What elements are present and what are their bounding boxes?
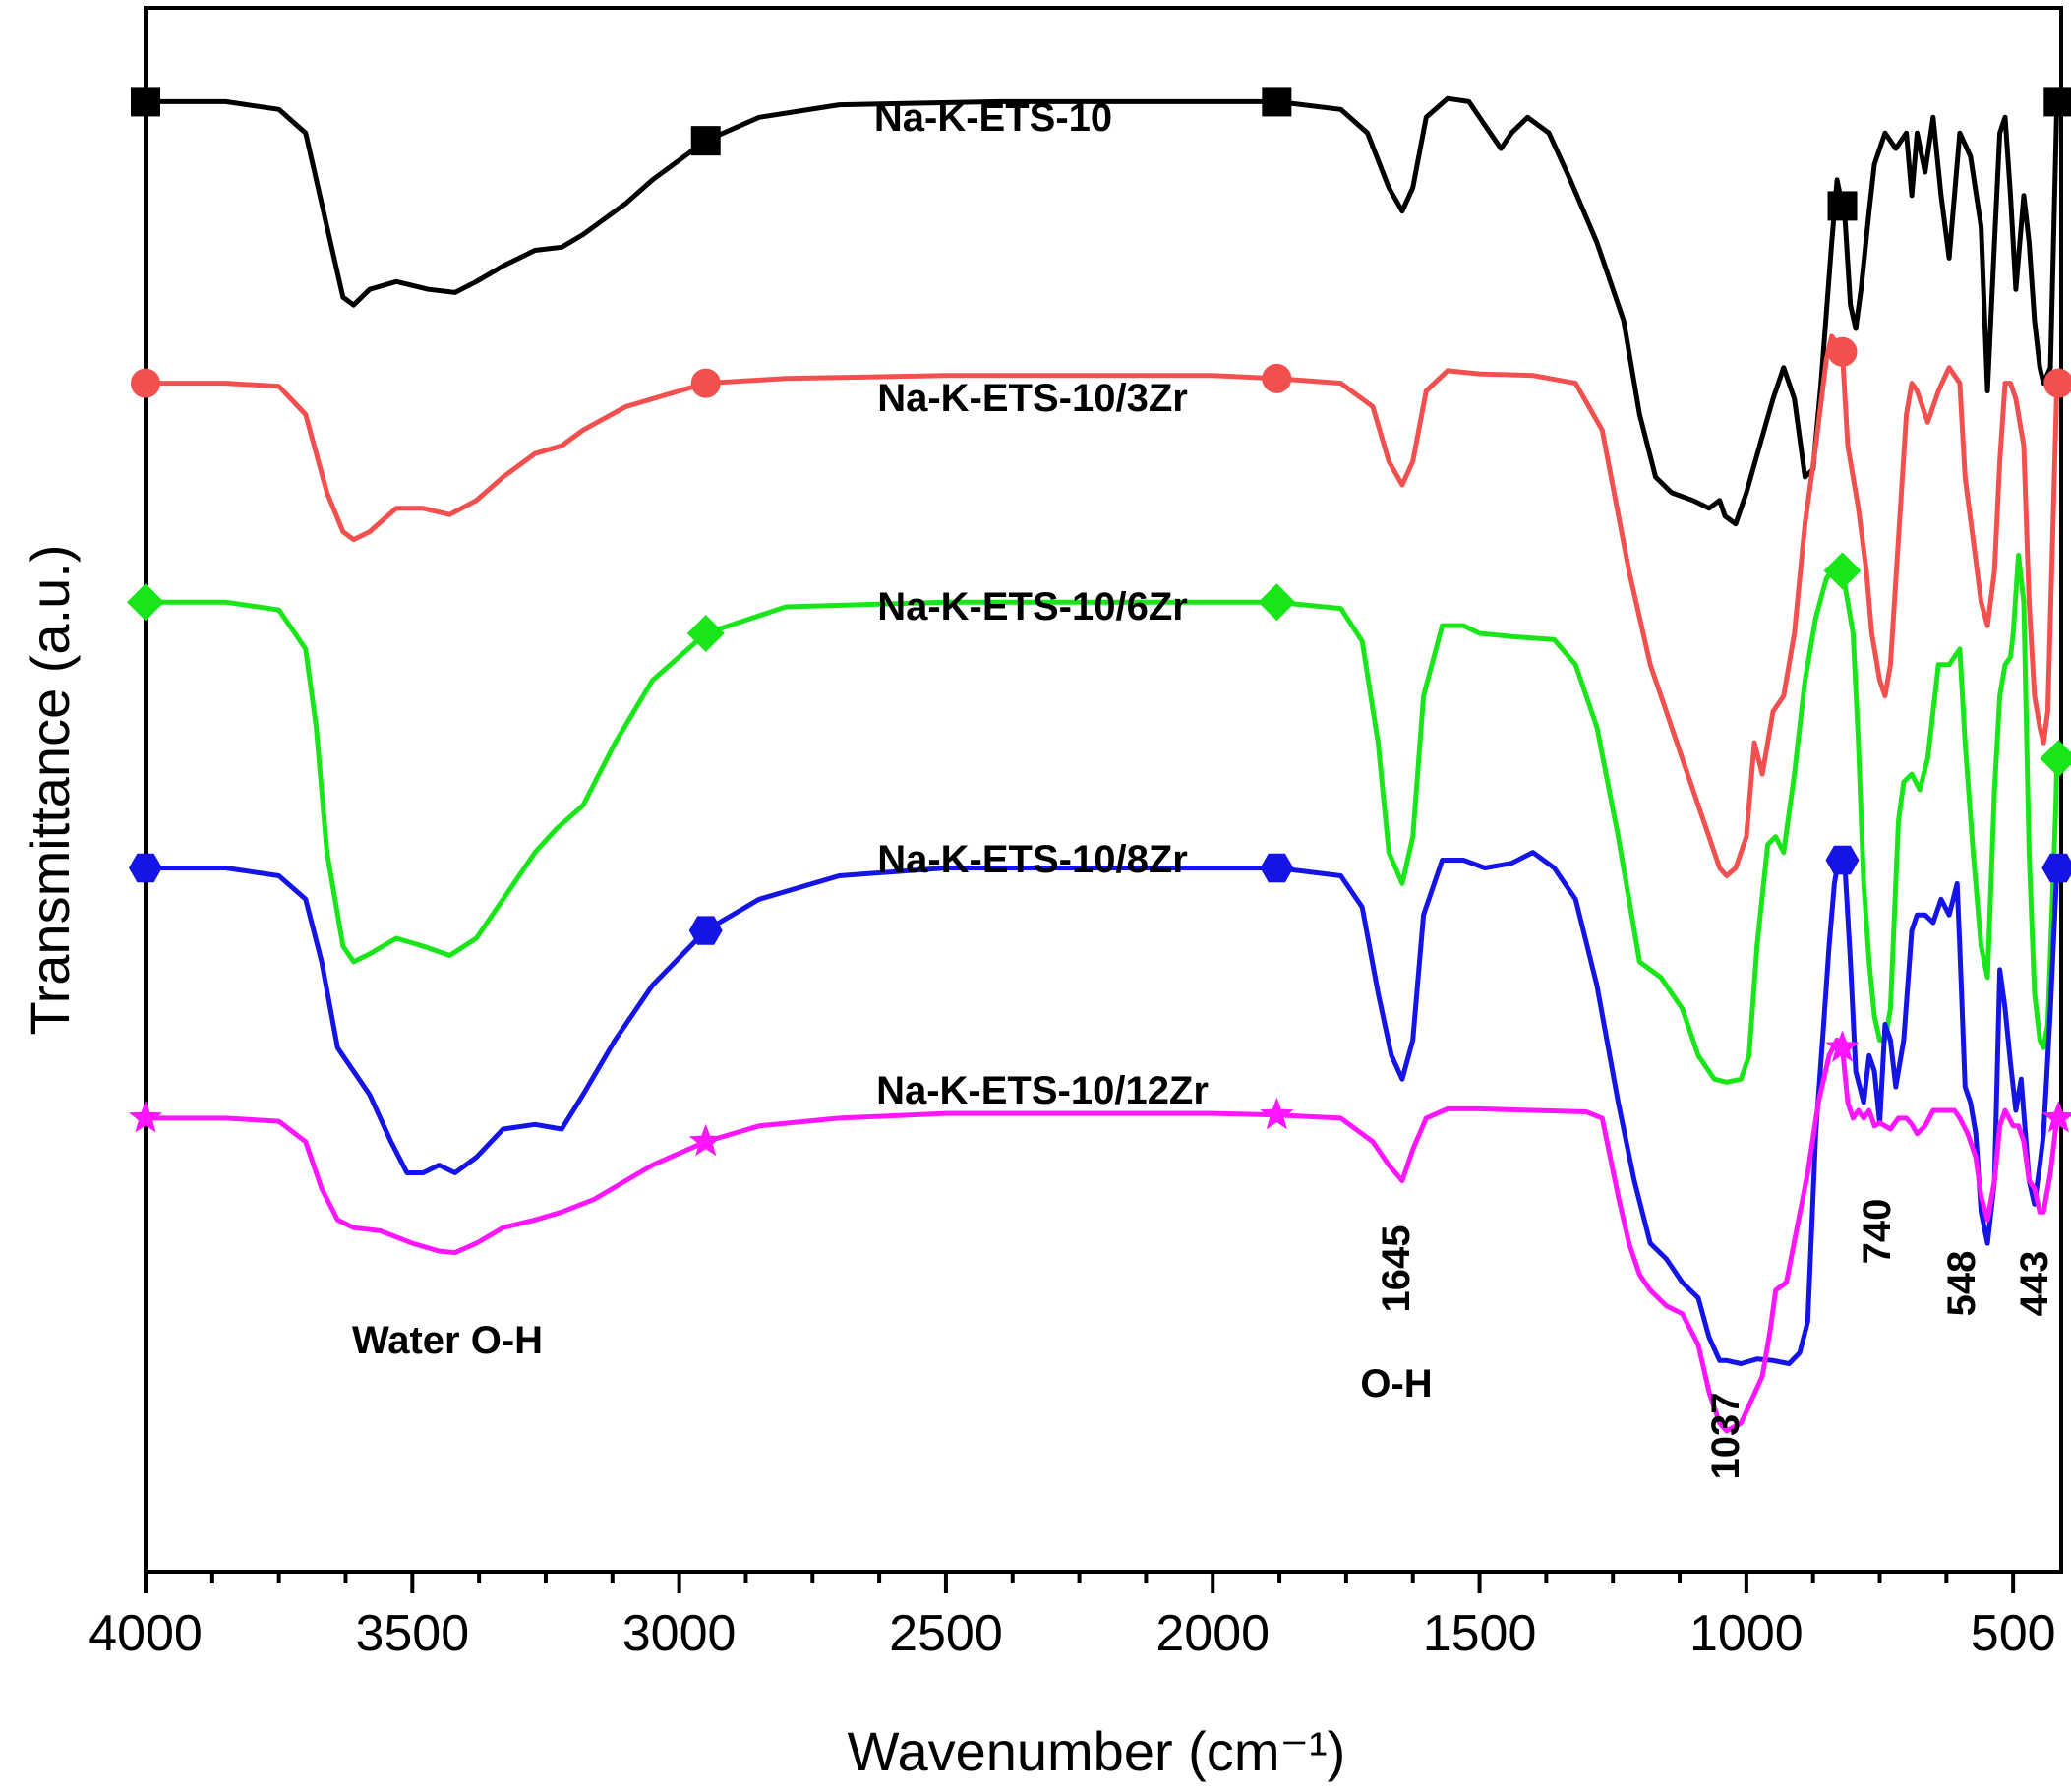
series-marker-na-k-ets-10-8zr	[1260, 853, 1294, 883]
x-axis-tick-labels: 4000 3500 3000 2500 2000 1500 1000 500	[89, 1605, 2055, 1662]
annotation-oh: O-H	[1360, 1362, 1432, 1405]
series-line-na-k-ets-10	[143, 95, 2060, 527]
series-marker-na-k-ets-10-8zr	[2041, 853, 2071, 883]
y-axis-title: Transmittance (a.u.)	[19, 545, 81, 1036]
x-tick-label: 3500	[355, 1605, 469, 1662]
series-line-na-k-ets-10-6zr	[143, 553, 2060, 1085]
series-marker-na-k-ets-10-12zr	[1825, 1030, 1860, 1062]
series-marker-na-k-ets-10-6zr	[1258, 583, 1296, 622]
series-marker-na-k-ets-10-12zr	[2041, 1100, 2071, 1133]
series-marker-na-k-ets-10-6zr	[127, 583, 164, 622]
series-marker-na-k-ets-10	[1262, 87, 1292, 117]
series-marker-na-k-ets-10-8zr	[129, 853, 162, 883]
series-label-3zr: Na-K-ETS-10/3Zr	[877, 377, 1188, 420]
x-tick-label: 1500	[1423, 1605, 1537, 1662]
series-marker-na-k-ets-10-6zr	[686, 615, 725, 652]
series-line-na-k-ets-10-8zr	[143, 850, 2060, 1366]
series-marker-na-k-ets-10-6zr	[1823, 552, 1862, 590]
x-tick-label: 4000	[89, 1605, 203, 1662]
series-line-na-k-ets-10-12zr	[143, 1037, 2060, 1434]
series-marker-na-k-ets-10-8zr	[688, 916, 723, 945]
series-label-na-k-ets-10: Na-K-ETS-10	[874, 96, 1112, 140]
annotation-740: 740	[1856, 1199, 1899, 1265]
series-line-na-k-ets-10-3zr	[143, 333, 2060, 878]
series-label-6zr: Na-K-ETS-10/6Zr	[877, 585, 1188, 628]
series-label-8zr: Na-K-ETS-10/8Zr	[877, 838, 1188, 881]
x-tick-label: 1000	[1689, 1605, 1804, 1662]
plot-frame	[144, 6, 2063, 1574]
annotation-548: 548	[1940, 1251, 1983, 1317]
series-marker-na-k-ets-10	[690, 126, 721, 156]
series-marker-na-k-ets-10-12zr	[688, 1123, 723, 1157]
marker-group	[127, 87, 2071, 1157]
x-tick-label: 2500	[889, 1605, 1003, 1662]
x-axis-ticks	[144, 1572, 2016, 1593]
annotation-1037: 1037	[1704, 1393, 1747, 1480]
annotation-water-oh: Water O-H	[352, 1319, 543, 1362]
x-axis-title: Wavenumber (cm⁻¹)	[848, 1720, 1346, 1782]
series-marker-na-k-ets-10-3zr	[690, 368, 721, 398]
series-group	[143, 95, 2060, 1434]
series-marker-na-k-ets-10-3zr	[131, 368, 160, 398]
series-marker-na-k-ets-10	[1827, 191, 1858, 221]
series-marker-na-k-ets-10	[2043, 87, 2071, 117]
x-tick-label: 2000	[1155, 1605, 1270, 1662]
series-marker-na-k-ets-10	[131, 87, 160, 117]
series-marker-na-k-ets-10-3zr	[1262, 363, 1292, 393]
series-marker-na-k-ets-10-8zr	[1825, 845, 1860, 875]
series-marker-na-k-ets-10-12zr	[1260, 1097, 1294, 1130]
series-marker-na-k-ets-10-3zr	[1827, 336, 1858, 367]
annotation-1645: 1645	[1375, 1225, 1418, 1313]
series-marker-na-k-ets-10-3zr	[2043, 368, 2071, 398]
x-tick-label: 3000	[622, 1605, 737, 1662]
x-tick-label: 500	[1971, 1605, 2056, 1662]
series-marker-na-k-ets-10-6zr	[2040, 740, 2071, 778]
series-label-12zr: Na-K-ETS-10/12Zr	[876, 1069, 1209, 1112]
series-marker-na-k-ets-10-12zr	[128, 1100, 163, 1133]
annotation-443: 443	[2013, 1251, 2056, 1317]
